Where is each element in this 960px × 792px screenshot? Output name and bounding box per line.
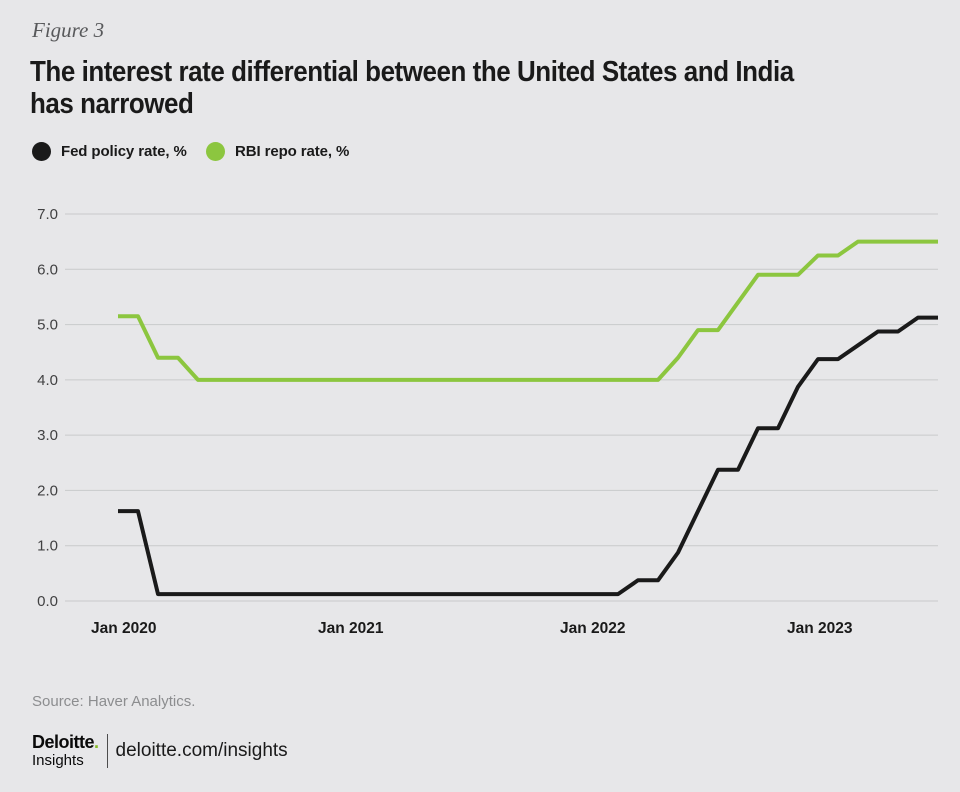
svg-text:Jan 2021: Jan 2021 bbox=[318, 620, 384, 637]
svg-text:7.0: 7.0 bbox=[37, 206, 58, 223]
svg-text:2.0: 2.0 bbox=[37, 482, 58, 499]
svg-text:3.0: 3.0 bbox=[37, 427, 58, 444]
svg-text:6.0: 6.0 bbox=[37, 261, 58, 278]
svg-text:5.0: 5.0 bbox=[37, 317, 58, 334]
svg-text:Jan 2023: Jan 2023 bbox=[787, 620, 853, 637]
svg-text:0.0: 0.0 bbox=[37, 593, 58, 610]
svg-text:4.0: 4.0 bbox=[37, 372, 58, 389]
svg-text:1.0: 1.0 bbox=[37, 538, 58, 555]
svg-text:Jan 2022: Jan 2022 bbox=[560, 620, 626, 637]
svg-text:Jan 2020: Jan 2020 bbox=[91, 620, 157, 637]
